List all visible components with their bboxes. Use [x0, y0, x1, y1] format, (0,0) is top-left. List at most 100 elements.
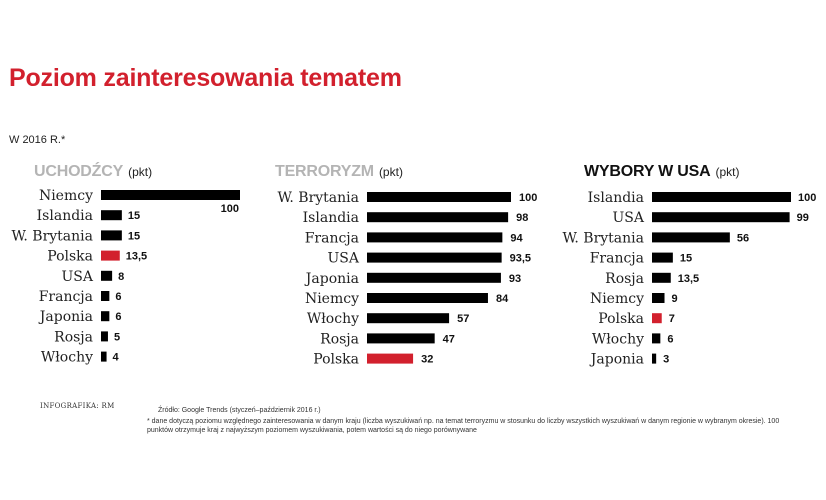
panel-heading: WYBORY W USA (pkt)	[584, 163, 740, 181]
bar-islandia	[652, 192, 791, 202]
value-label-usa: 99	[797, 212, 809, 224]
bar-islandia	[367, 212, 509, 223]
bar-usa	[101, 270, 113, 281]
value-label-francja: 6	[115, 291, 121, 303]
value-label-polska: 7	[669, 313, 675, 325]
value-label-niemcy: 9	[672, 293, 678, 305]
category-label-w-brytania: W. Brytania	[562, 230, 644, 246]
bar-w-ochy	[101, 351, 107, 362]
category-label-niemcy: Niemcy	[39, 188, 93, 204]
value-label-japonia: 3	[663, 354, 669, 366]
category-label-w-brytania: W. Brytania	[277, 190, 359, 206]
category-label-francja: Francja	[39, 289, 93, 305]
value-label-rosja: 5	[114, 331, 120, 343]
value-label-polska: 32	[421, 354, 433, 366]
bar-chart-terroryzm: W. Brytania 100 Islandia 98 Francja 94 USA 93,5…	[277, 190, 537, 368]
chart-title: Poziom zainteresowania tematem	[9, 64, 402, 92]
bar-usa	[652, 212, 790, 223]
value-label-w-brytania: 100	[519, 192, 537, 204]
bar-rosja	[652, 272, 671, 283]
bar-francja	[652, 252, 673, 263]
category-label-niemcy: Niemcy	[305, 291, 359, 307]
value-label-w-ochy: 57	[457, 313, 469, 325]
bar-w-brytania	[652, 232, 730, 243]
bar-chart-wybory: Islandia 100 USA 99 W. Brytania 56 Francja 15 Ro…	[562, 190, 816, 368]
value-label-islandia: 100	[798, 192, 816, 204]
bar-rosja	[101, 331, 108, 342]
value-label-w-brytania: 15	[128, 230, 140, 242]
bar-niemcy	[101, 190, 240, 200]
value-label-usa: 93,5	[510, 253, 531, 265]
panel-title: TERRORYZM	[275, 163, 374, 180]
bar-usa	[367, 252, 502, 263]
footnote-note: * dane dotyczą poziomu względnego zainte…	[147, 418, 780, 434]
value-label-polska: 13,5	[126, 251, 147, 263]
value-label-rosja: 13,5	[678, 273, 699, 285]
category-label-islandia: Islandia	[588, 190, 644, 206]
bar-niemcy	[652, 293, 665, 303]
value-label-francja: 15	[680, 253, 692, 265]
panel-heading: UCHODŹCY (pkt)	[34, 163, 152, 181]
category-label-polska: Polska	[313, 352, 359, 368]
footnote-source: Źródło: Google Trends (styczeń–październ…	[158, 407, 321, 414]
bar-w-brytania	[367, 192, 511, 202]
category-label-francja: Francja	[305, 230, 359, 246]
category-label-rosja: Rosja	[54, 329, 93, 345]
category-label-w-brytania: W. Brytania	[11, 228, 93, 244]
bar-polska	[652, 313, 662, 324]
value-label-francja: 94	[510, 232, 523, 244]
panel-uchodzcy: UCHODŹCY (pkt) Niemcy 100 Islandia 15 W. Bryt…	[0, 160, 260, 375]
panel-heading: TERRORYZM (pkt)	[275, 163, 403, 181]
bar-japonia	[101, 311, 110, 322]
panel-wybory-w-usa: WYBORY W USA (pkt) Islandia 100 USA 99 W. Bry…	[562, 160, 822, 375]
category-label-polska: Polska	[598, 311, 644, 327]
bar-japonia	[652, 353, 657, 364]
panel-unit: (pkt)	[715, 165, 740, 179]
category-label-w-ochy: Włochy	[41, 350, 93, 366]
bar-rosja	[367, 333, 435, 344]
bar-niemcy	[367, 293, 488, 303]
bar-w-ochy	[652, 333, 661, 344]
bar-polska	[101, 250, 120, 261]
bar-polska	[367, 353, 414, 364]
value-label-islandia: 98	[516, 212, 528, 224]
category-label-islandia: Islandia	[303, 210, 359, 226]
bar-w-ochy	[367, 313, 450, 324]
category-label-usa: USA	[62, 269, 94, 285]
value-label-w-ochy: 4	[113, 352, 120, 364]
value-label-usa: 8	[118, 271, 124, 283]
category-label-polska: Polska	[47, 249, 93, 265]
category-label-francja: Francja	[590, 251, 644, 267]
value-label-w-brytania: 56	[737, 232, 749, 244]
category-label-w-ochy: Włochy	[592, 331, 644, 347]
value-label-rosja: 47	[443, 333, 455, 345]
infographic-credit: INFOGRAFIKA: RM	[40, 402, 115, 410]
value-label-niemcy: 100	[221, 203, 239, 215]
category-label-islandia: Islandia	[37, 208, 93, 224]
category-label-japonia: Japonia	[589, 352, 644, 368]
category-label-niemcy: Niemcy	[590, 291, 644, 307]
panel-title: UCHODŹCY	[34, 163, 124, 180]
category-label-rosja: Rosja	[605, 271, 644, 287]
category-label-usa: USA	[328, 251, 360, 267]
bar-francja	[101, 291, 110, 301]
panel-terroryzm: TERRORYZM (pkt) W. Brytania 100 Islandia 98 F…	[272, 160, 562, 375]
bar-islandia	[101, 210, 122, 221]
value-label-japonia: 6	[115, 311, 121, 323]
category-label-rosja: Rosja	[320, 331, 359, 347]
bar-w-brytania	[101, 230, 122, 241]
bar-francja	[367, 232, 503, 243]
value-label-islandia: 15	[128, 210, 140, 222]
category-label-w-ochy: Włochy	[307, 311, 359, 327]
category-label-japonia: Japonia	[38, 309, 93, 325]
value-label-japonia: 93	[509, 273, 521, 285]
category-label-japonia: Japonia	[304, 271, 359, 287]
panel-unit: (pkt)	[128, 165, 153, 179]
bar-chart-uchodzcy: Niemcy 100 Islandia 15 W. Brytania 15 Polska 13…	[11, 188, 240, 366]
value-label-w-ochy: 6	[667, 333, 673, 345]
chart-subtitle: W 2016 R.*	[9, 134, 66, 146]
category-label-usa: USA	[613, 210, 645, 226]
panel-title: WYBORY W USA	[584, 163, 711, 180]
panel-unit: (pkt)	[378, 165, 403, 179]
value-label-niemcy: 84	[496, 293, 509, 305]
